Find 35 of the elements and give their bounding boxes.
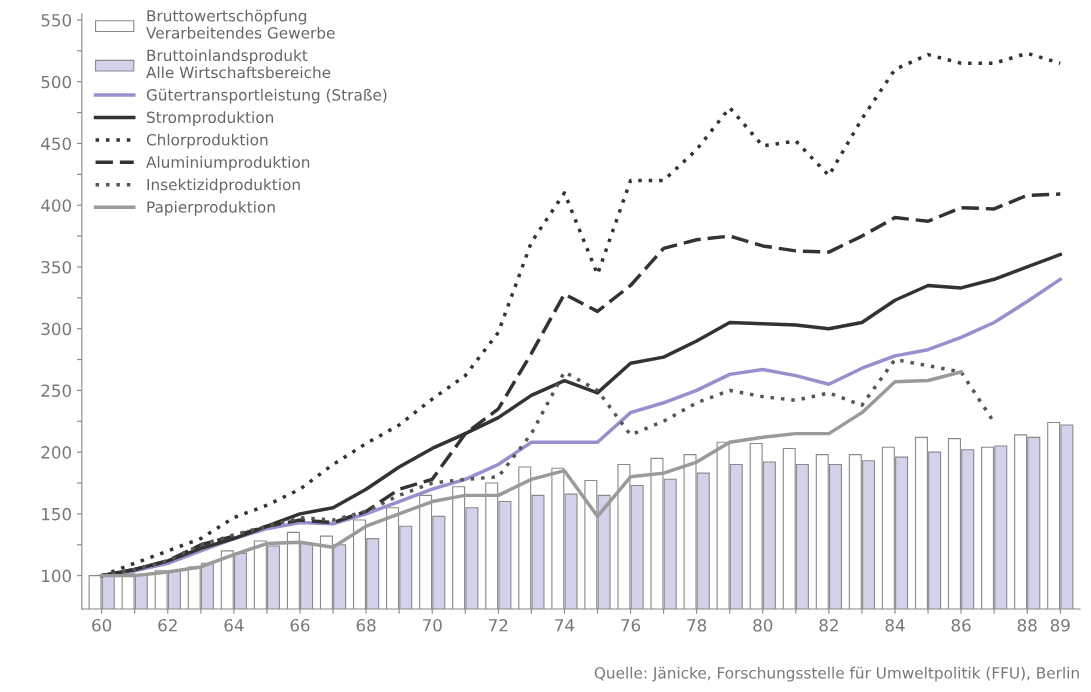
x-tick-label: 86 [951, 618, 971, 632]
x-tick-label: 68 [356, 618, 376, 632]
y-tick-label: 150 [42, 507, 71, 521]
legend-label: Papierproduktion [147, 200, 275, 216]
x-tick-label: 78 [687, 618, 707, 632]
y-tick-label: 400 [41, 199, 71, 212]
legend-label: Insektizidproduktion [147, 178, 300, 194]
y-tick-label: 200 [41, 446, 71, 459]
x-tick-label: 64 [224, 618, 244, 632]
x-tick-label: 60 [92, 618, 112, 632]
x-tick-label: 88 [1017, 618, 1037, 632]
y-tick-label: 100 [42, 569, 71, 583]
x-tick-label: 72 [489, 618, 508, 632]
x-tick-label: 82 [819, 618, 838, 632]
x-tick-label: 66 [290, 618, 310, 632]
y-tick-label: 300 [41, 322, 71, 336]
x-tick-label: 80 [753, 618, 773, 632]
y-tick-label: 250 [41, 384, 71, 397]
y-tick-label: 500 [41, 75, 71, 89]
x-tick-label: 76 [621, 618, 641, 632]
y-tick-label: 450 [41, 137, 71, 151]
legend-label: Aluminiumproduktion [146, 156, 310, 171]
source-note: Quelle: Jänicke, Forschungsstelle für Umweltpolitik (FFU), Berlin [594, 666, 1079, 682]
x-tick-label: 84 [885, 618, 905, 632]
legend-label: Bruttowertschöpfung Verarbeitendes Gewerbe [146, 9, 335, 39]
x-tick-label: 74 [555, 619, 575, 632]
x-tick-label: 62 [158, 618, 177, 632]
x-tick-label: 89 [1050, 618, 1070, 632]
x-tick-label: 70 [422, 618, 442, 632]
y-tick-label: 350 [41, 260, 71, 274]
legend-label: Bruttoinlandsprodukt Alle Wirtschaftsbereiche [146, 49, 331, 79]
legend-label: Chlorproduktion [146, 133, 268, 149]
legend-label: Gütertransportleistung (Straße) [146, 88, 387, 104]
y-tick-label: 550 [41, 13, 71, 27]
legend-label: Stromproduktion [147, 111, 274, 127]
